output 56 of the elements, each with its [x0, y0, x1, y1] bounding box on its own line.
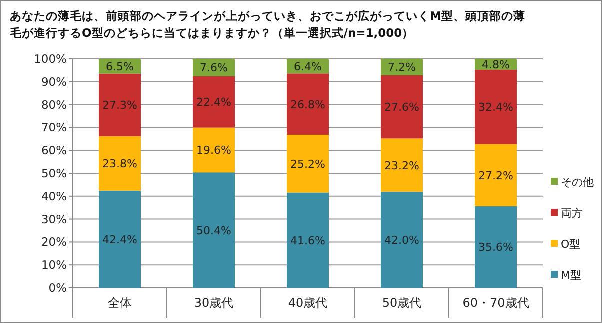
data-label: 6.4%: [294, 60, 322, 74]
data-label: 50.4%: [196, 224, 232, 238]
x-tick-label: 30歳代: [194, 296, 234, 310]
bar: [475, 206, 517, 288]
chart-title: あなたの薄毛は、前頭部のヘアラインが上がっていき、おでこが広がっていくM型、頭頂部の薄毛が進行するO型のどちらに当てはまりますか？（単一選択式/n=1,000）: [9, 9, 526, 40]
y-tick-label: 10%: [41, 258, 68, 272]
legend-label: O型: [561, 238, 581, 251]
data-label: 23.8%: [102, 158, 138, 171]
bar: [287, 192, 329, 288]
bar: [475, 144, 517, 206]
bar: [193, 172, 235, 288]
y-tick-label: 30%: [41, 212, 68, 226]
y-tick-label: 100%: [34, 52, 68, 66]
bar: [287, 74, 329, 136]
legend-label: その他: [561, 176, 594, 189]
data-label: 27.6%: [384, 101, 420, 114]
data-label: 7.6%: [200, 62, 228, 75]
y-tick-label: 50%: [41, 166, 68, 180]
data-label: 26.8%: [290, 98, 326, 112]
data-label: 35.6%: [478, 241, 514, 254]
y-tick-label: 60%: [41, 144, 68, 158]
data-label: 7.2%: [388, 61, 416, 74]
y-tick-label: 40%: [41, 189, 68, 204]
bar: [99, 136, 141, 191]
data-label: 4.8%: [482, 58, 510, 72]
bar: [381, 192, 423, 288]
bar: [193, 76, 235, 128]
bar: [99, 190, 141, 288]
bar: [381, 138, 423, 192]
y-tick-label: 70%: [41, 120, 68, 135]
data-label: 41.6%: [290, 234, 326, 248]
bar: [193, 128, 235, 173]
data-label: 42.0%: [384, 234, 420, 247]
data-label: 23.2%: [384, 159, 420, 172]
x-tick-label: 40歳代: [288, 296, 328, 310]
legend-label: 両方: [561, 207, 583, 220]
data-label: 22.4%: [196, 96, 232, 110]
bar: [381, 75, 423, 139]
data-label: 25.2%: [290, 158, 326, 171]
y-tick-label: 80%: [41, 98, 68, 112]
y-tick-label: 0%: [48, 281, 68, 295]
bar: [475, 70, 517, 144]
y-tick-label: 90%: [41, 74, 68, 89]
data-label: 6.5%: [106, 60, 134, 74]
data-label: 27.2%: [478, 169, 514, 182]
y-tick-label: 20%: [41, 235, 68, 250]
data-label: 42.4%: [102, 233, 138, 246]
legend-label: M型: [561, 269, 582, 282]
bar: [99, 74, 141, 136]
x-tick-label: 60・70歳代: [462, 296, 530, 310]
data-label: 32.4%: [478, 101, 514, 114]
x-tick-label: 全体: [108, 296, 132, 310]
bar: [287, 135, 329, 193]
x-tick-label: 50歳代: [382, 296, 422, 310]
data-label: 19.6%: [196, 144, 232, 158]
data-label: 27.3%: [102, 99, 138, 112]
